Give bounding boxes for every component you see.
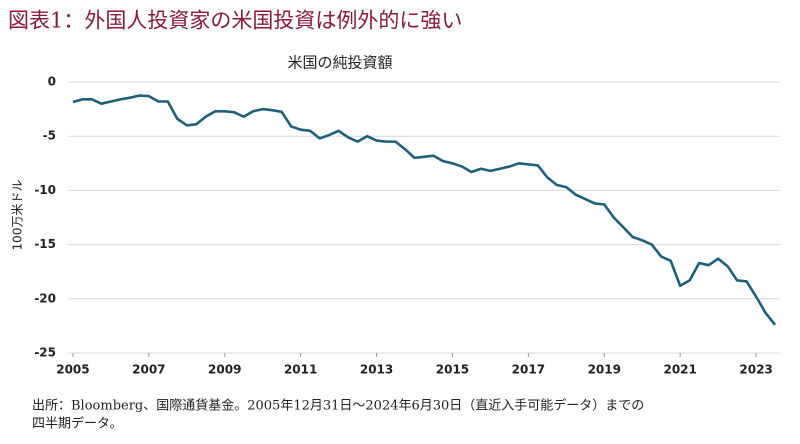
x-tick-label: 2007 xyxy=(132,363,165,377)
chart-subtitle: 米国の純投資額 xyxy=(287,54,392,72)
y-axis-label: 100万米ドル xyxy=(11,180,25,251)
y-tick-label: -15 xyxy=(34,237,56,251)
x-tick-label: 2013 xyxy=(360,363,393,377)
y-tick-label: -5 xyxy=(43,129,56,143)
y-tick-label: 0 xyxy=(48,75,56,89)
chart-title: 図表1：外国人投資家の米国投資は例外的に強い xyxy=(8,9,462,33)
x-tick-label: 2021 xyxy=(663,363,696,377)
x-tick-label: 2005 xyxy=(56,363,89,377)
footnote: 四半期データ。 xyxy=(32,416,123,432)
x-tick-label: 2023 xyxy=(739,363,772,377)
x-tick-label: 2017 xyxy=(512,363,545,377)
x-tick-label: 2015 xyxy=(436,363,469,377)
data-line xyxy=(72,94,777,326)
footnote: 出所：Bloomberg、国際通貨基金。2005年12月31日～2024年6月3… xyxy=(32,398,644,414)
y-tick-label: -10 xyxy=(34,183,56,197)
y-tick-label: -25 xyxy=(34,346,56,360)
x-tick-label: 2019 xyxy=(588,363,621,377)
x-tick-label: 2009 xyxy=(208,363,241,377)
x-tick-label: 2011 xyxy=(284,363,317,377)
y-tick-label: -20 xyxy=(34,291,56,305)
